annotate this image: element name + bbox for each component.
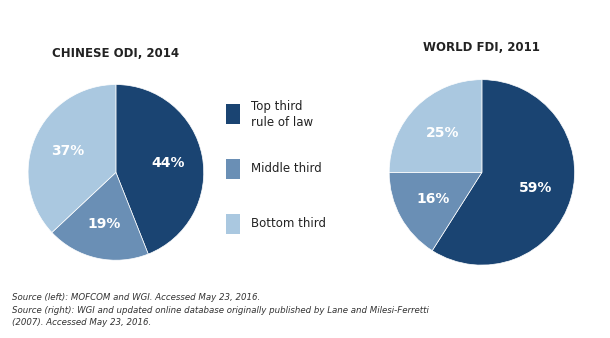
Title: CHINESE ODI, 2014: CHINESE ODI, 2014 (52, 47, 179, 60)
Text: 25%: 25% (426, 126, 459, 140)
Wedge shape (116, 84, 204, 254)
Bar (226, 214, 240, 234)
Text: 59%: 59% (518, 181, 552, 195)
Text: Source (left): MOFCOM and WGI. Accessed May 23, 2016.
Source (right): WGI and up: Source (left): MOFCOM and WGI. Accessed … (12, 293, 429, 327)
Wedge shape (52, 172, 148, 260)
Text: Chinese ODI and World FDI in Africa by Governance Environment: Chinese ODI and World FDI in Africa by G… (7, 17, 595, 32)
Text: Top third
rule of law: Top third rule of law (251, 100, 313, 129)
Text: 37%: 37% (51, 144, 84, 159)
Text: 16%: 16% (417, 192, 450, 206)
Wedge shape (432, 80, 575, 265)
Wedge shape (389, 80, 482, 172)
Text: Middle third: Middle third (251, 163, 321, 175)
Text: 19%: 19% (88, 217, 121, 231)
Text: Bottom third: Bottom third (251, 217, 326, 230)
Bar (226, 159, 240, 179)
Bar (226, 104, 240, 124)
Wedge shape (28, 84, 116, 233)
Text: 44%: 44% (151, 155, 184, 169)
Wedge shape (389, 172, 482, 251)
Title: WORLD FDI, 2011: WORLD FDI, 2011 (423, 41, 540, 54)
